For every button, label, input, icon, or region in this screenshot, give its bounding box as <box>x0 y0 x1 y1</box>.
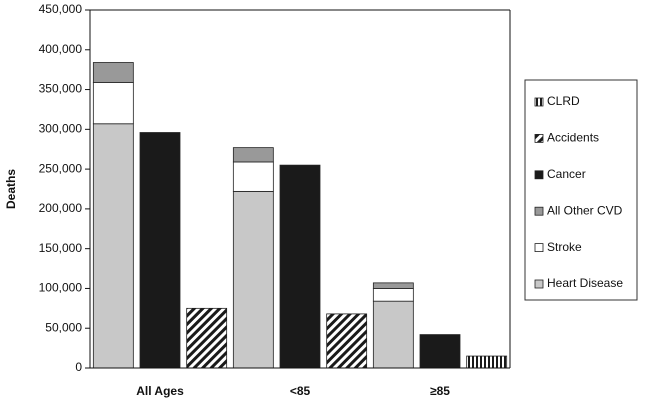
legend-label: Accidents <box>547 131 599 145</box>
bar <box>466 355 508 369</box>
legend-swatch <box>534 206 544 216</box>
bar-segment <box>92 62 134 83</box>
bar-segment <box>232 161 274 192</box>
bar-segment <box>372 288 414 302</box>
bar-segment <box>372 282 414 289</box>
legend-swatch <box>534 133 544 143</box>
bar <box>279 164 321 369</box>
y-tick-label: 250,000 <box>39 161 83 175</box>
legend-swatch <box>534 97 544 107</box>
legend-swatch <box>534 279 544 289</box>
bar-segment <box>372 300 414 369</box>
bar <box>186 307 228 369</box>
y-tick-label: 350,000 <box>39 82 83 96</box>
y-tick-label: 400,000 <box>39 42 83 56</box>
legend-box <box>524 79 638 301</box>
legend-label: Heart Disease <box>547 276 623 290</box>
x-tick-label: ≥85 <box>430 384 450 398</box>
y-axis-label: Deaths <box>4 169 18 209</box>
bar-segment <box>232 190 274 369</box>
legend-label: All Other CVD <box>547 203 623 217</box>
y-tick-label: 0 <box>75 360 82 374</box>
y-tick-label: 200,000 <box>39 201 83 215</box>
y-tick-label: 50,000 <box>45 320 82 334</box>
legend-label: Stroke <box>547 240 582 254</box>
x-tick-label: All Ages <box>136 384 184 398</box>
legend-label: CLRD <box>547 94 580 108</box>
legend-swatch <box>534 243 544 253</box>
bar <box>139 132 181 369</box>
x-tick-label: <85 <box>290 384 311 398</box>
bar-segment <box>92 123 134 369</box>
legend-label: Cancer <box>547 167 586 181</box>
bar-segment <box>232 147 274 163</box>
bar <box>419 334 461 369</box>
bar-segment <box>92 81 134 125</box>
legend-swatch <box>534 170 544 180</box>
y-tick-label: 300,000 <box>39 122 83 136</box>
y-tick-label: 150,000 <box>39 241 83 255</box>
y-tick-label: 450,000 <box>39 2 83 16</box>
bar <box>326 313 368 369</box>
y-tick-label: 100,000 <box>39 281 83 295</box>
